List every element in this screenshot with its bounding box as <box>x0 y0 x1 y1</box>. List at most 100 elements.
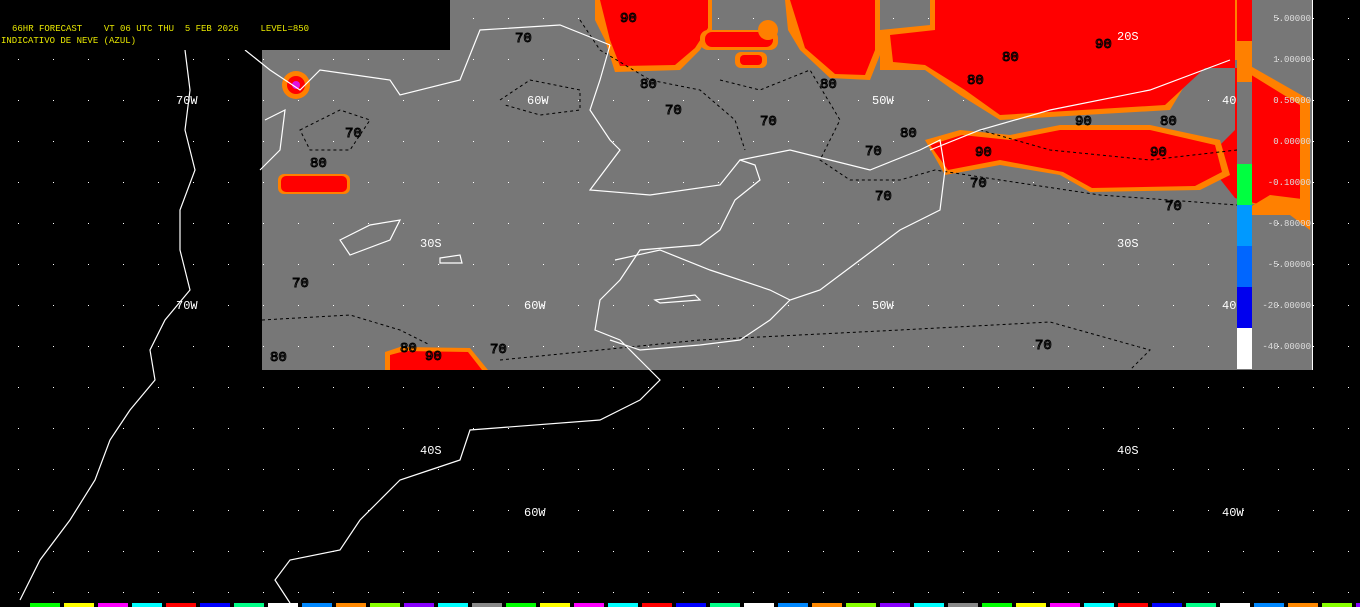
colorbar-label: 1.00000 <box>1273 55 1311 65</box>
colorbar-swatch <box>1237 205 1252 246</box>
strip-segment <box>778 603 808 607</box>
svg-text:80: 80 <box>1002 50 1019 66</box>
svg-text:70: 70 <box>875 189 892 205</box>
svg-text:60W: 60W <box>524 299 546 313</box>
svg-text:50W: 50W <box>872 94 894 108</box>
svg-text:60W: 60W <box>524 506 546 520</box>
strip-segment <box>1016 603 1046 607</box>
strip-segment <box>608 603 638 607</box>
svg-text:70: 70 <box>1035 338 1052 354</box>
svg-text:40S: 40S <box>420 444 442 458</box>
svg-text:40: 40 <box>1222 94 1236 108</box>
svg-text:40: 40 <box>1222 299 1236 313</box>
strip-segment <box>98 603 128 607</box>
svg-text:80: 80 <box>310 156 327 172</box>
colorbar-label: -0.80000 <box>1267 219 1311 229</box>
svg-text:30S: 30S <box>420 237 442 251</box>
strip-segment <box>880 603 910 607</box>
svg-text:80: 80 <box>640 77 657 93</box>
colorbar-label: -0.10000 <box>1267 178 1311 188</box>
svg-text:40S: 40S <box>1117 444 1139 458</box>
colorbar-label: -40.00000 <box>1262 342 1311 352</box>
svg-text:80: 80 <box>967 73 984 89</box>
svg-text:60W: 60W <box>527 94 549 108</box>
svg-text:70: 70 <box>970 176 987 192</box>
strip-segment <box>200 603 230 607</box>
svg-text:90: 90 <box>975 145 992 161</box>
strip-segment <box>30 603 60 607</box>
svg-text:80: 80 <box>1160 114 1177 130</box>
strip-segment <box>1322 603 1352 607</box>
svg-text:90: 90 <box>1150 145 1167 161</box>
colorbar-label: 5.00000 <box>1273 14 1311 24</box>
svg-text:70: 70 <box>665 103 682 119</box>
strip-segment <box>948 603 978 607</box>
svg-text:30S: 30S <box>1117 237 1139 251</box>
colorbar-swatch <box>1237 164 1252 205</box>
strip-segment <box>472 603 502 607</box>
strip-segment <box>812 603 842 607</box>
strip-segment <box>64 603 94 607</box>
colorbar-swatch <box>1237 246 1252 287</box>
coastlines <box>19 24 1231 604</box>
svg-text:90: 90 <box>620 11 637 27</box>
svg-text:70: 70 <box>490 342 507 358</box>
strip-segment <box>710 603 740 607</box>
strip-segment <box>982 603 1012 607</box>
strip-segment <box>1220 603 1250 607</box>
strip-segment <box>642 603 672 607</box>
strip-segment <box>1118 603 1148 607</box>
strip-segment <box>574 603 604 607</box>
strip-segment <box>506 603 536 607</box>
svg-text:70: 70 <box>515 31 532 47</box>
strip-segment <box>302 603 332 607</box>
strip-segment <box>676 603 706 607</box>
strip-segment <box>336 603 366 607</box>
colorbar-swatch <box>1237 41 1252 82</box>
svg-text:90: 90 <box>1075 114 1092 130</box>
strip-segment <box>268 603 298 607</box>
colorbar-swatch <box>1237 123 1252 164</box>
svg-text:70W: 70W <box>176 94 198 108</box>
svg-text:20S: 20S <box>1117 30 1139 44</box>
strip-segment <box>132 603 162 607</box>
map-border <box>1312 0 1313 370</box>
contours <box>261 19 1238 371</box>
colorbar-swatch <box>1237 0 1252 41</box>
svg-text:70: 70 <box>760 114 777 130</box>
svg-text:90: 90 <box>425 349 442 365</box>
colorbar-label: 0.00000 <box>1273 137 1311 147</box>
strip-segment <box>370 603 400 607</box>
svg-text:80: 80 <box>820 77 837 93</box>
svg-text:80: 80 <box>270 350 287 366</box>
svg-text:70: 70 <box>865 144 882 160</box>
svg-text:40W: 40W <box>1222 506 1244 520</box>
colorbar-label: -20.00000 <box>1262 301 1311 311</box>
strip-segment <box>234 603 264 607</box>
colorbar-label: 0.50000 <box>1273 96 1311 106</box>
header-panel: 66HR FORECAST VT 06 UTC THU 5 FEB 2026 L… <box>0 0 450 50</box>
strip-segment <box>438 603 468 607</box>
strip-segment <box>914 603 944 607</box>
grid-labels: 70W 60W 50W 40 20S 30S 30S 70W 60W 50W 4… <box>176 30 1244 520</box>
svg-text:70: 70 <box>1165 199 1182 215</box>
strip-segment <box>404 603 434 607</box>
precip-areas <box>278 0 1310 370</box>
forecast-title: 66HR FORECAST VT 06 UTC THU 5 FEB 2026 L… <box>12 24 310 34</box>
colorbar-swatch <box>1237 82 1252 123</box>
strip-segment <box>540 603 570 607</box>
svg-text:50W: 50W <box>872 299 894 313</box>
colorbar-swatch <box>1237 287 1252 328</box>
colorbar-label: -5.00000 <box>1267 260 1311 270</box>
strip-segment <box>1288 603 1318 607</box>
svg-text:70: 70 <box>292 276 309 292</box>
strip-segment <box>744 603 774 607</box>
strip-segment <box>1084 603 1114 607</box>
svg-text:70: 70 <box>345 126 362 142</box>
contour-labels: 70 70 70 70 70 70 70 70 70 70 70 80 80 8… <box>270 11 1183 367</box>
forecast-subtitle: INDICATIVO DE NEVE (AZUL) <box>1 36 137 46</box>
strip-segment <box>1186 603 1216 607</box>
strip-segment <box>1152 603 1182 607</box>
strip-segment <box>1050 603 1080 607</box>
